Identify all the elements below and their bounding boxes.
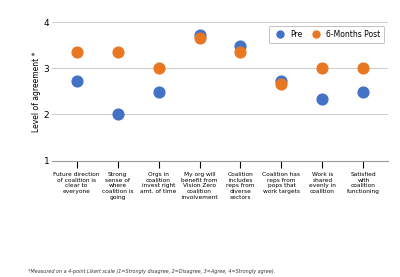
Point	[155, 90, 162, 94]
Point	[360, 66, 367, 71]
Point	[237, 44, 244, 48]
Text: *Measured on a 4-point Likert scale (1=Strongly disagree, 2=Disagree, 3=Agree, 4: *Measured on a 4-point Likert scale (1=S…	[28, 269, 275, 274]
Point	[114, 50, 121, 54]
Point	[196, 33, 203, 37]
Point	[319, 66, 326, 71]
Point	[73, 50, 80, 54]
Point	[278, 82, 285, 87]
Legend: Pre, 6-Months Post: Pre, 6-Months Post	[269, 26, 384, 43]
Point	[237, 50, 244, 54]
Point	[278, 79, 285, 83]
Point	[114, 112, 121, 116]
Point	[73, 79, 80, 83]
Point	[155, 66, 162, 71]
Y-axis label: Level of agreement *: Level of agreement *	[32, 51, 41, 132]
Point	[360, 90, 367, 94]
Point	[319, 97, 326, 101]
Point	[196, 36, 203, 40]
